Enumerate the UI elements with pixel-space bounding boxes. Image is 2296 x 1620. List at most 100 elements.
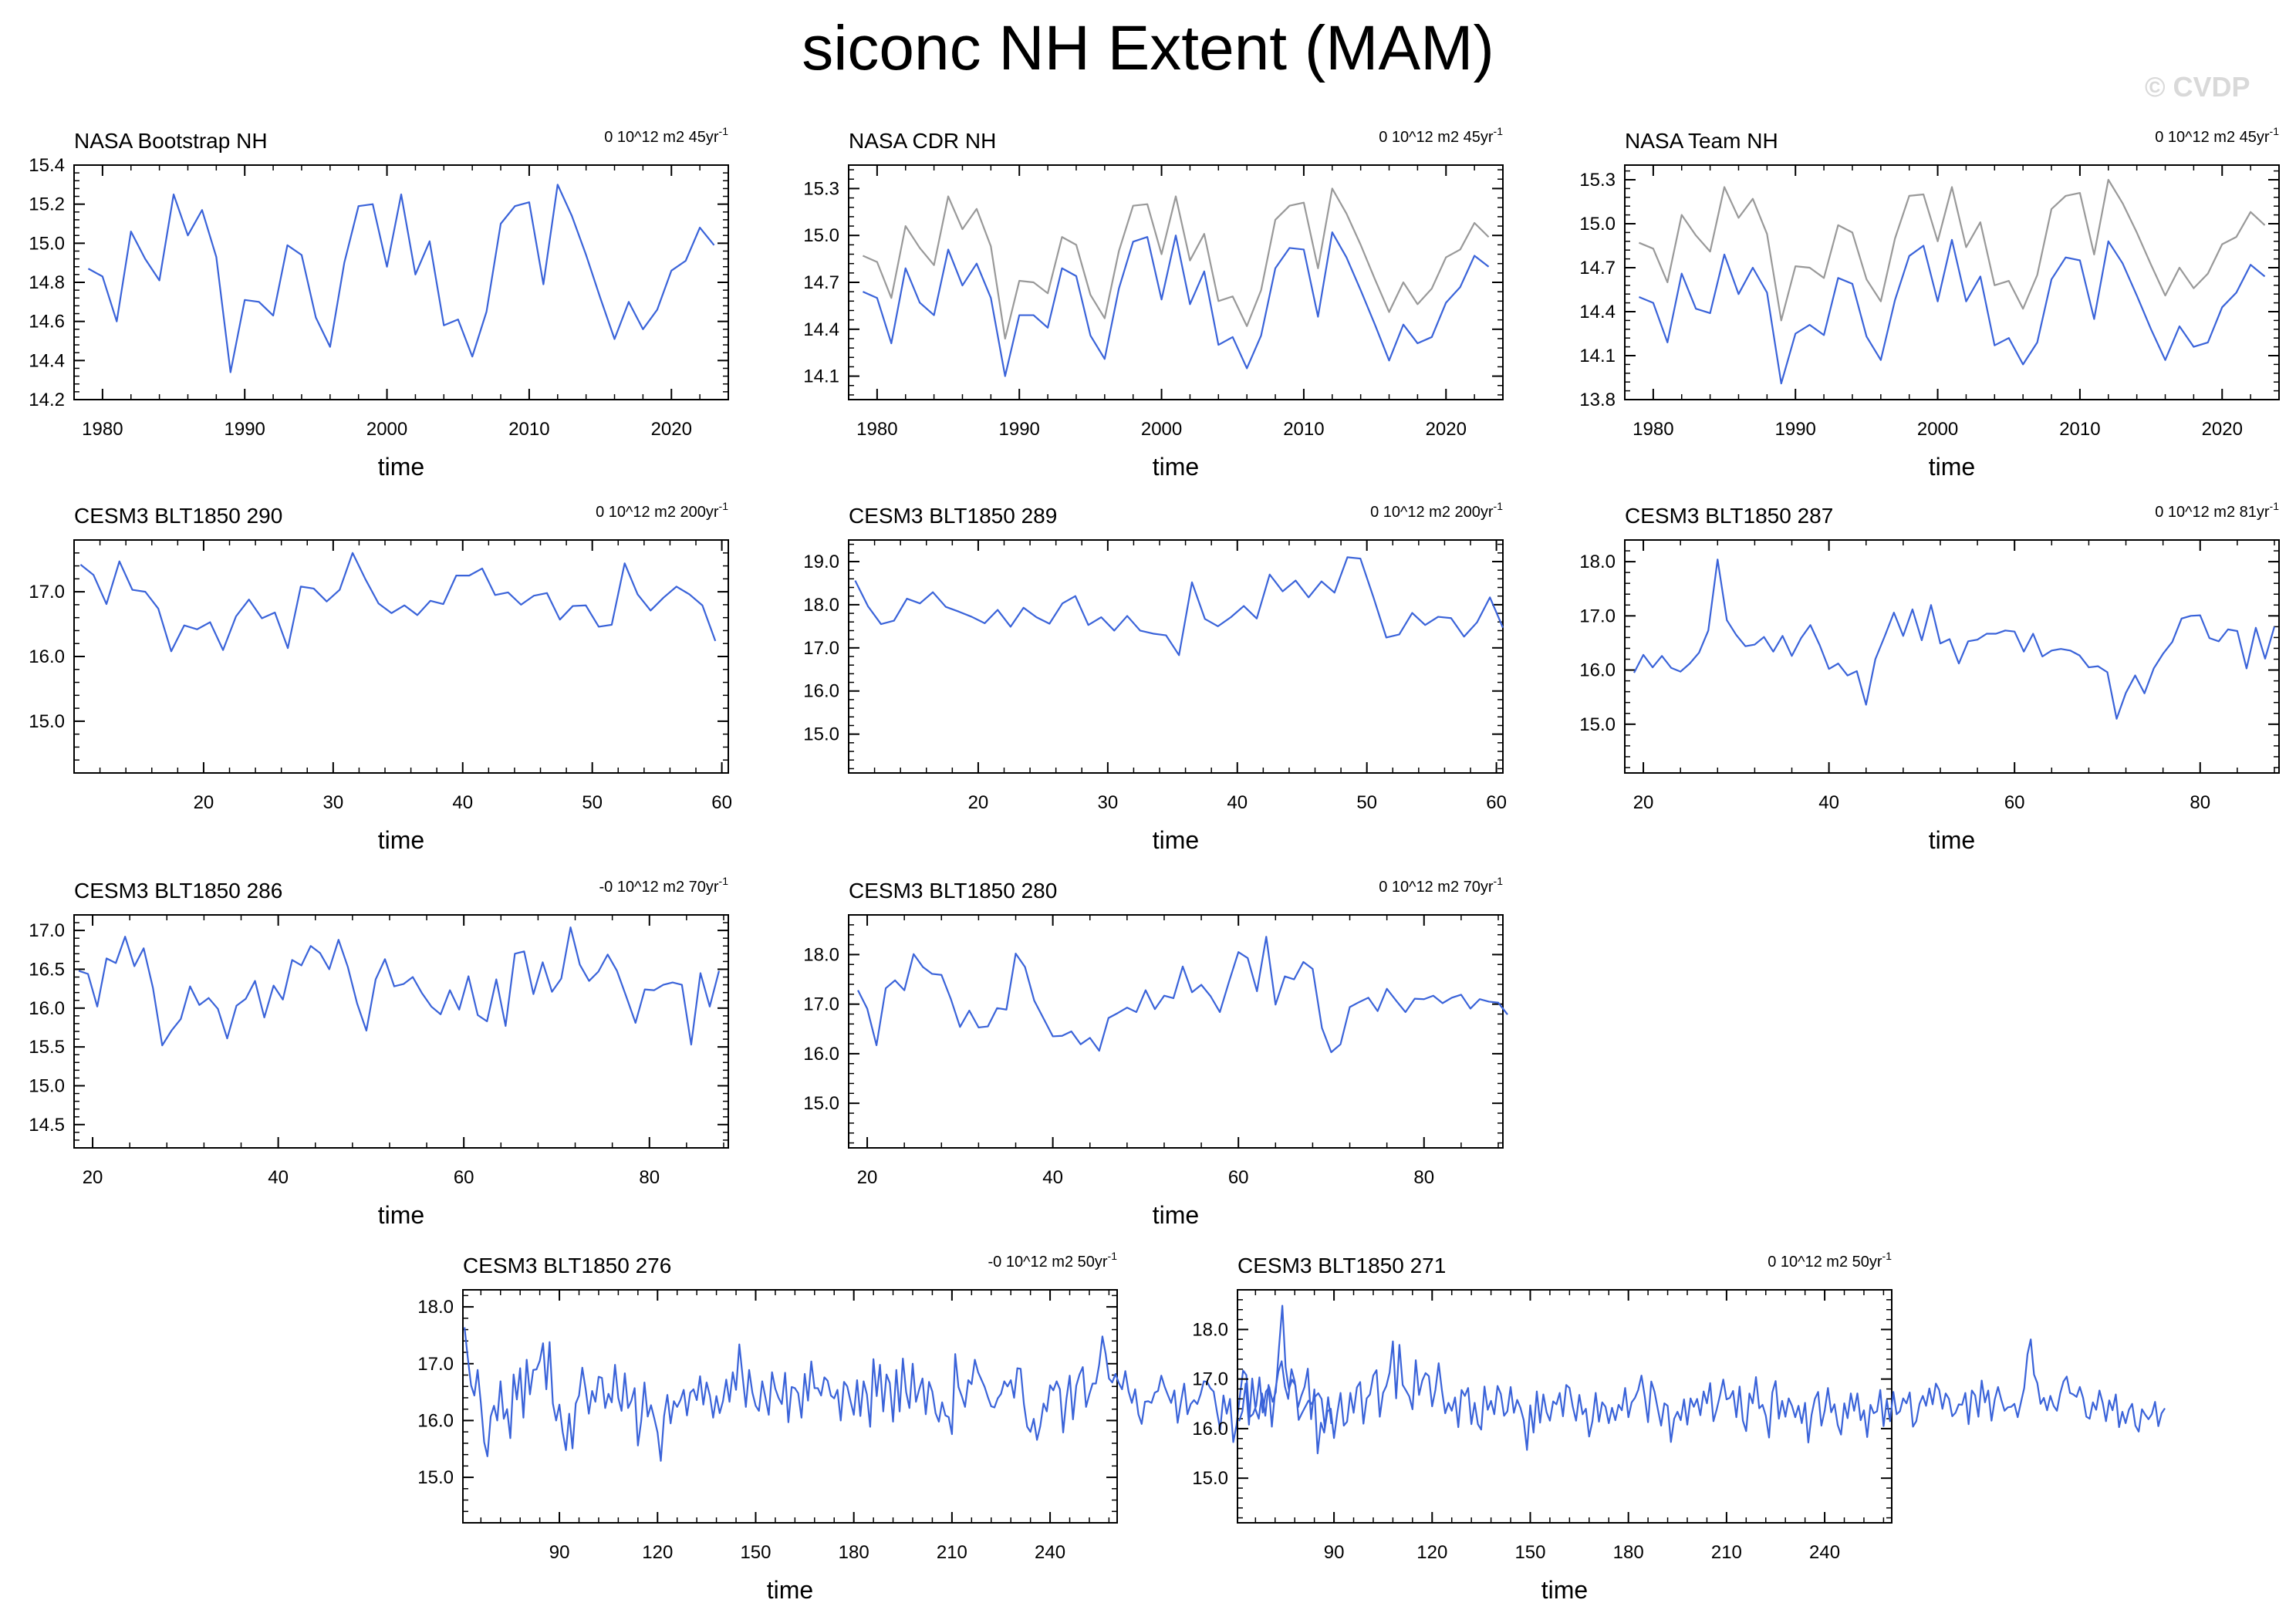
y-tick-label: 15.5 xyxy=(29,1037,65,1058)
series-line-1 xyxy=(87,184,715,373)
x-tick-label: 2020 xyxy=(1426,419,1467,440)
y-tick-label: 14.4 xyxy=(1579,302,1616,322)
x-axis-label: time xyxy=(1541,1576,1588,1604)
x-tick-label: 120 xyxy=(642,1542,673,1563)
y-tick-label: 14.5 xyxy=(29,1115,65,1136)
x-tick-label: 30 xyxy=(1097,792,1118,813)
x-tick-label: 1990 xyxy=(225,419,265,440)
x-tick-label: 20 xyxy=(968,792,989,813)
x-tick-label: 60 xyxy=(711,792,732,813)
trend-label: 0 10^12 m2 70yr-1 xyxy=(1379,875,1503,896)
y-tick-label: 19.0 xyxy=(803,552,839,572)
panel-title: CESM3 BLT1850 286 xyxy=(74,879,282,903)
x-tick-label: 40 xyxy=(1227,792,1248,813)
x-tick-label: 90 xyxy=(549,1542,570,1563)
series-line-1 xyxy=(464,1304,1332,1462)
y-tick-label: 17.0 xyxy=(29,582,65,602)
y-tick-label: 17.0 xyxy=(803,638,839,659)
x-tick-label: 180 xyxy=(839,1542,869,1563)
panel-title: CESM3 BLT1850 280 xyxy=(849,879,1057,903)
series-line-1 xyxy=(79,552,717,653)
series-line-1 xyxy=(1639,178,2266,322)
y-tick-label: 17.0 xyxy=(1192,1369,1228,1390)
chart-panel-9: CESM3 BLT1850 276 -0 10^12 m2 50yr-1 time 9… xyxy=(417,1250,1332,1604)
trend-label: 0 10^12 m2 200yr-1 xyxy=(596,500,728,521)
series-line-1 xyxy=(1633,559,2276,720)
x-tick-label: 210 xyxy=(1711,1542,1742,1563)
x-tick-label: 1980 xyxy=(82,419,123,440)
x-tick-label: 1980 xyxy=(1633,419,1673,440)
y-tick-label: 18.0 xyxy=(1192,1319,1228,1340)
x-tick-label: 80 xyxy=(1413,1167,1434,1188)
y-tick-label: 15.0 xyxy=(803,1093,839,1114)
x-tick-label: 2020 xyxy=(651,419,692,440)
chart-panel-1: NASA Bootstrap NH 0 10^12 m2 45yr-1 time 19… xyxy=(29,125,729,481)
x-tick-label: 2010 xyxy=(508,419,549,440)
y-tick-label: 15.3 xyxy=(803,178,839,199)
y-tick-label: 17.0 xyxy=(417,1354,454,1375)
trend-label: 0 10^12 m2 81yr-1 xyxy=(2155,500,2279,521)
series-line-2 xyxy=(1639,238,2266,385)
series-line-1 xyxy=(854,556,1504,656)
trend-label: 0 10^12 m2 45yr-1 xyxy=(604,125,728,146)
panel-title: CESM3 BLT1850 271 xyxy=(1237,1254,1446,1277)
x-tick-label: 1980 xyxy=(856,419,897,440)
panel-title: CESM3 BLT1850 276 xyxy=(463,1254,671,1277)
chart-panel-4: CESM3 BLT1850 290 0 10^12 m2 200yr-1 time 2… xyxy=(29,500,732,854)
x-axis-label: time xyxy=(378,1201,424,1229)
y-tick-label: 18.0 xyxy=(417,1297,454,1318)
y-tick-label: 16.0 xyxy=(1192,1419,1228,1439)
x-tick-label: 2010 xyxy=(1283,419,1324,440)
y-tick-label: 15.0 xyxy=(1579,214,1616,235)
plot-frame xyxy=(462,1289,1118,1524)
y-tick-label: 15.3 xyxy=(1579,170,1616,191)
y-tick-label: 18.0 xyxy=(803,595,839,616)
x-tick-label: 40 xyxy=(1042,1167,1063,1188)
x-tick-label: 2000 xyxy=(1141,419,1182,440)
panel-title: CESM3 BLT1850 287 xyxy=(1625,504,1833,528)
y-tick-label: 16.0 xyxy=(803,1044,839,1065)
series-line-1 xyxy=(857,936,1508,1054)
panel-title: NASA Bootstrap NH xyxy=(74,129,268,153)
y-tick-label: 14.7 xyxy=(1579,258,1616,278)
y-tick-label: 14.4 xyxy=(803,319,839,340)
y-tick-label: 16.5 xyxy=(29,959,65,980)
y-tick-label: 15.0 xyxy=(803,724,839,745)
chart-panel-2: NASA CDR NH 0 10^12 m2 45yr-1 time 1980 1990… xyxy=(803,125,1504,481)
x-tick-label: 150 xyxy=(740,1542,771,1563)
y-tick-label: 16.0 xyxy=(29,998,65,1019)
trend-label: 0 10^12 m2 45yr-1 xyxy=(1379,125,1503,146)
chart-panel-3: NASA Team NH 0 10^12 m2 45yr-1 time 1980 199… xyxy=(1579,125,2280,481)
x-axis-label: time xyxy=(1929,826,1975,854)
x-tick-label: 1990 xyxy=(1775,419,1816,440)
x-tick-label: 40 xyxy=(268,1167,289,1188)
y-tick-label: 14.6 xyxy=(29,312,65,332)
y-tick-label: 18.0 xyxy=(1579,552,1616,572)
x-tick-label: 40 xyxy=(1818,792,1839,813)
y-tick-label: 15.2 xyxy=(29,194,65,215)
x-tick-label: 2000 xyxy=(1917,419,1958,440)
series-line-1 xyxy=(78,926,721,1047)
y-tick-label: 17.0 xyxy=(1579,606,1616,626)
x-tick-label: 60 xyxy=(1228,1167,1249,1188)
x-tick-label: 20 xyxy=(83,1167,103,1188)
x-tick-label: 2020 xyxy=(2202,419,2243,440)
y-tick-label: 15.4 xyxy=(29,155,65,176)
plot-frame xyxy=(848,539,1504,774)
x-axis-label: time xyxy=(767,1576,813,1604)
y-tick-label: 15.0 xyxy=(1192,1468,1228,1489)
chart-panel-7: CESM3 BLT1850 286 -0 10^12 m2 70yr-1 time 2… xyxy=(29,875,729,1229)
x-axis-label: time xyxy=(1153,453,1199,481)
y-tick-label: 14.8 xyxy=(29,272,65,293)
y-tick-label: 17.0 xyxy=(803,994,839,1015)
y-tick-label: 17.0 xyxy=(29,920,65,941)
trend-label: 0 10^12 m2 45yr-1 xyxy=(2155,125,2279,146)
plot-frame xyxy=(1624,539,2280,774)
y-tick-label: 15.0 xyxy=(29,711,65,732)
x-tick-label: 2000 xyxy=(366,419,407,440)
panel-title: NASA Team NH xyxy=(1625,129,1778,153)
x-tick-label: 210 xyxy=(937,1542,967,1563)
y-tick-label: 14.7 xyxy=(803,272,839,293)
plot-frame xyxy=(1624,164,2280,400)
